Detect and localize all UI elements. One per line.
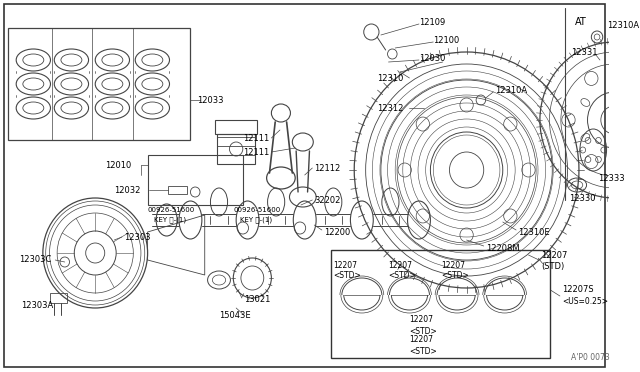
Text: KEY キ-(1): KEY キ-(1) xyxy=(154,217,186,223)
Bar xyxy=(148,155,243,205)
Bar xyxy=(215,120,257,134)
Text: 12100: 12100 xyxy=(433,35,460,45)
Text: AT: AT xyxy=(575,17,587,27)
Text: <STD>: <STD> xyxy=(333,272,361,280)
Text: <US=0.25>: <US=0.25> xyxy=(562,298,608,307)
Text: 12310A: 12310A xyxy=(495,86,527,94)
Text: 12111: 12111 xyxy=(243,148,269,157)
Text: 12030: 12030 xyxy=(419,54,445,62)
Bar xyxy=(8,28,191,140)
Bar xyxy=(332,250,550,358)
Text: 12303: 12303 xyxy=(124,232,150,241)
Text: 12207: 12207 xyxy=(541,250,567,260)
Text: 12330: 12330 xyxy=(570,193,596,202)
Text: 12200: 12200 xyxy=(324,228,350,237)
Text: A'P0 0073: A'P0 0073 xyxy=(572,353,610,362)
Text: 12310A: 12310A xyxy=(607,20,639,29)
Text: 12310: 12310 xyxy=(377,74,403,83)
Text: 00926-51600: 00926-51600 xyxy=(148,207,195,213)
Text: 12207: 12207 xyxy=(410,336,433,344)
Text: KEY キ-(1): KEY キ-(1) xyxy=(240,217,272,223)
Text: <STD>: <STD> xyxy=(441,272,468,280)
Text: 12207: 12207 xyxy=(388,260,413,269)
Text: 12333: 12333 xyxy=(598,173,625,183)
Text: 12310E: 12310E xyxy=(518,228,550,237)
Text: (STD): (STD) xyxy=(541,262,564,270)
Text: 13021: 13021 xyxy=(244,295,270,305)
Text: 15043E: 15043E xyxy=(219,311,251,321)
Text: 32202: 32202 xyxy=(314,196,340,205)
Text: 12207: 12207 xyxy=(410,315,433,324)
Text: 12207: 12207 xyxy=(333,260,357,269)
Text: 12208M: 12208M xyxy=(486,244,519,253)
Bar xyxy=(217,134,255,164)
Text: 12207S: 12207S xyxy=(562,285,593,295)
Text: 12033: 12033 xyxy=(197,96,223,105)
Text: 12303C: 12303C xyxy=(19,256,51,264)
Text: 12207: 12207 xyxy=(441,260,465,269)
Text: 12312: 12312 xyxy=(377,103,403,112)
Text: 12010: 12010 xyxy=(105,160,131,170)
Text: 12111: 12111 xyxy=(243,134,269,142)
Text: <STD>: <STD> xyxy=(388,272,416,280)
Text: 12032: 12032 xyxy=(115,186,141,195)
Text: 12303A: 12303A xyxy=(21,301,53,310)
Text: <STD>: <STD> xyxy=(410,346,437,356)
Text: 00926-51600: 00926-51600 xyxy=(234,207,280,213)
Text: 12112: 12112 xyxy=(314,164,340,173)
Text: 12109: 12109 xyxy=(419,17,445,26)
Text: <STD>: <STD> xyxy=(410,327,437,336)
Bar xyxy=(168,186,187,194)
Text: 12331: 12331 xyxy=(572,48,598,57)
Bar xyxy=(49,293,67,303)
